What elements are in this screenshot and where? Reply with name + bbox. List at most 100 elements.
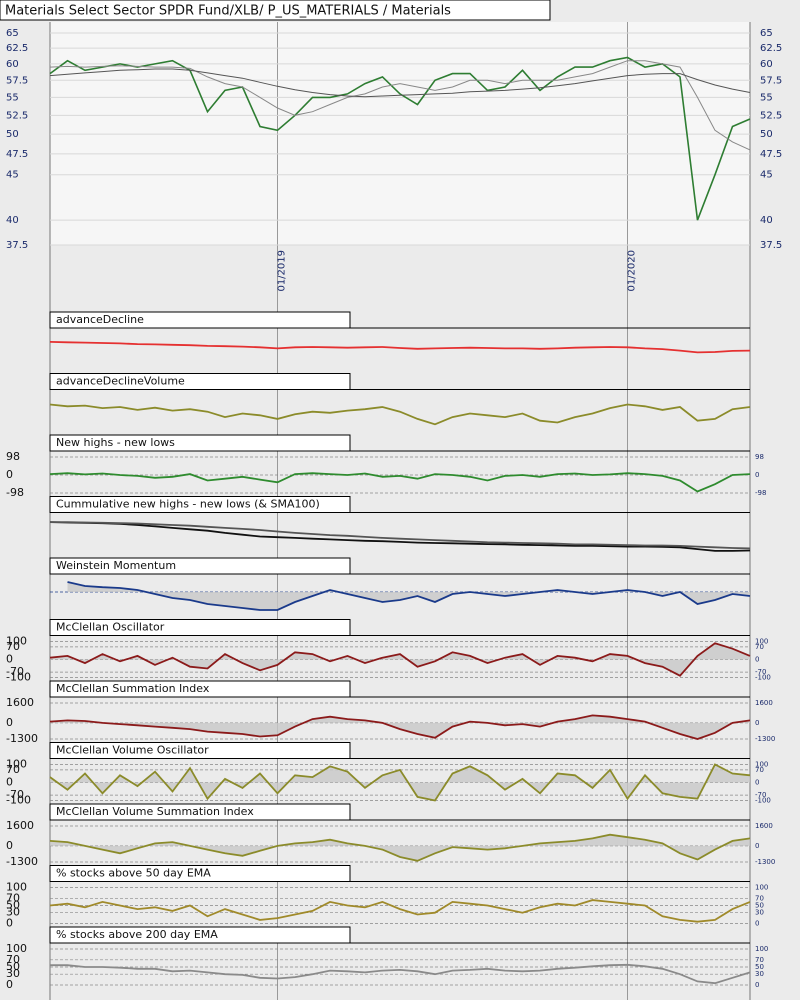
y-tick-label-right: 0: [755, 842, 759, 850]
y-tick-label-right: 47.5: [760, 149, 782, 160]
y-tick-label-right: 57.5: [760, 75, 782, 86]
panel-title-box: [49, 926, 351, 944]
panel-title-box: [49, 557, 351, 575]
y-tick-label-right: 0: [755, 471, 759, 479]
panel-title-box: [49, 434, 351, 452]
y-tick-label: 0: [6, 716, 13, 729]
panel-title-box: [49, 311, 351, 329]
y-tick-label-right: 65: [760, 28, 773, 39]
x-tick-label: 01/2020: [627, 250, 638, 292]
y-tick-label: -1300: [6, 855, 38, 868]
panel-title: McClellan Volume Summation Index: [56, 805, 254, 818]
panel-title-box: [49, 496, 351, 513]
y-tick-label-right: 50: [755, 902, 764, 910]
panel-title: % stocks above 200 day EMA: [56, 928, 218, 941]
y-tick-label: 70: [6, 640, 20, 653]
y-tick-label: 40: [6, 215, 19, 226]
y-tick-label: 0: [6, 653, 13, 666]
y-tick-label-right: 0: [755, 920, 759, 928]
panel-title-box: [49, 742, 351, 759]
y-tick-label-right: 98: [755, 453, 764, 461]
panel-title: Cummulative new highs - new lows (& SMA1…: [56, 498, 320, 511]
panel-title: advanceDeclineVolume: [56, 375, 185, 388]
y-tick-label: 55: [6, 92, 19, 103]
y-tick-label: 57.5: [6, 75, 28, 86]
series-line: [49, 403, 751, 426]
area: [50, 715, 750, 739]
y-tick-label: -70: [6, 788, 24, 801]
y-tick-label: 0: [6, 776, 13, 789]
series-line: [49, 763, 751, 802]
y-tick-label: 37.5: [6, 240, 28, 251]
y-tick-label: -1300: [6, 732, 38, 745]
y-tick-label-right: 52.5: [760, 110, 782, 121]
y-tick-label-right: -70: [755, 791, 766, 799]
y-tick-label: 100: [6, 942, 27, 955]
y-tick-label-right: 45: [760, 170, 773, 181]
series-line: [49, 60, 751, 151]
y-tick-label-right: -98: [755, 489, 766, 497]
y-tick-label-right: 70: [755, 766, 764, 774]
y-tick-label-right: 40: [760, 215, 773, 226]
area: [67, 582, 750, 610]
y-tick-label-right: -70: [755, 668, 766, 676]
series-line: [49, 833, 751, 862]
panel-title: McClellan Summation Index: [56, 682, 210, 695]
y-tick-label-right: 70: [755, 894, 764, 902]
y-tick-label-right: 1600: [755, 699, 773, 707]
y-tick-label: -98: [6, 486, 24, 499]
y-tick-label: 45: [6, 170, 19, 181]
y-tick-label: 100: [6, 635, 27, 648]
panel-title-box: [49, 619, 351, 636]
panel-title: New highs - new lows: [56, 436, 175, 449]
y-tick-label-right: -1300: [755, 858, 775, 866]
y-tick-label: 50: [6, 129, 19, 140]
y-tick-label: 50: [6, 960, 20, 973]
area: [50, 643, 750, 676]
series-line: [67, 581, 751, 611]
y-tick-label-right: -1300: [755, 735, 775, 743]
y-tick-label-right: 30: [755, 909, 764, 917]
y-tick-label-right: 30: [755, 970, 764, 978]
y-tick-label: 1600: [6, 696, 34, 709]
series-line: [50, 963, 751, 985]
y-tick-label-right: 55: [760, 92, 773, 103]
y-tick-label-right: 100: [755, 761, 768, 769]
y-tick-label-right: -100: [755, 797, 771, 805]
panel-title: McClellan Volume Oscillator: [56, 744, 209, 757]
y-tick-label-right: 50: [755, 963, 764, 971]
y-tick-label: 0: [6, 917, 13, 930]
y-tick-label-right: 70: [755, 643, 764, 651]
series-line: [49, 68, 751, 98]
y-tick-label: 30: [6, 906, 20, 919]
panel-title: advanceDecline: [56, 313, 144, 326]
y-tick-label-right: 100: [755, 638, 768, 646]
y-tick-label-right: 50: [760, 129, 773, 140]
y-tick-label: 0: [6, 839, 13, 852]
y-tick-label-right: 70: [755, 956, 764, 964]
y-tick-label: -100: [6, 671, 31, 684]
y-tick-label-right: 0: [755, 981, 759, 989]
series-line: [49, 341, 751, 354]
y-tick-label: 47.5: [6, 149, 28, 160]
y-tick-label: -70: [6, 665, 24, 678]
y-tick-label: 62.5: [6, 43, 28, 54]
y-tick-label: 0: [6, 468, 13, 481]
y-tick-label: 98: [6, 450, 20, 463]
y-tick-label-right: 62.5: [760, 43, 782, 54]
y-tick-label: 70: [6, 763, 20, 776]
y-tick-label-right: 0: [755, 656, 759, 664]
series-line: [49, 714, 751, 740]
y-tick-label: 100: [6, 881, 27, 894]
area: [50, 764, 750, 801]
y-tick-label: 65: [6, 28, 19, 39]
panel-title-box: [49, 803, 351, 821]
y-tick-label: 70: [6, 953, 20, 966]
y-tick-label-right: 0: [755, 719, 759, 727]
y-tick-label-right: 60: [760, 59, 773, 70]
y-tick-label-right: 1600: [755, 822, 773, 830]
y-tick-label-right: 100: [755, 884, 768, 892]
series-line: [50, 521, 751, 550]
y-tick-label: 1600: [6, 819, 34, 832]
